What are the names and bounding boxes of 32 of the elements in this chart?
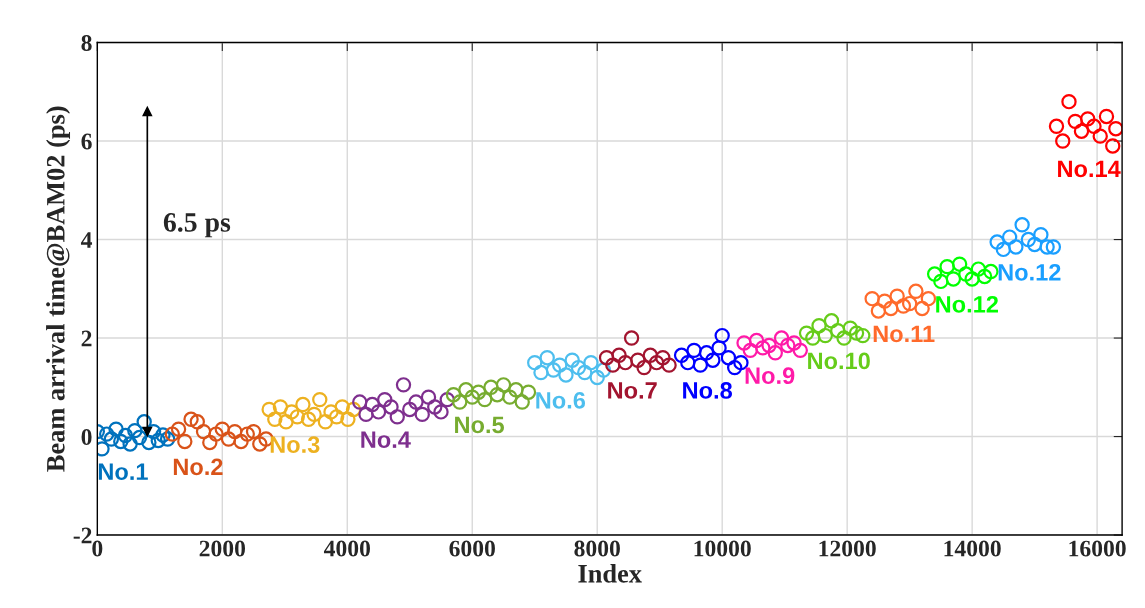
y-axis-title: Beam arrival time@BAM02 (ps) — [46, 106, 71, 472]
x-tick-label: 16000 — [1069, 540, 1126, 557]
x-tick-label: 8000 — [574, 540, 620, 557]
series-label: No.7 — [608, 382, 657, 399]
x-tick-label: 10000 — [694, 540, 751, 557]
series-label: No.2 — [173, 458, 223, 476]
series-label: No.9 — [745, 367, 795, 385]
series-label: No.11 — [873, 325, 935, 343]
series-label: No.8 — [683, 382, 733, 399]
y-tick-label: 4 — [80, 232, 93, 248]
y-tick-label: 6 — [81, 133, 92, 150]
x-tick-label: 4000 — [323, 540, 370, 557]
series-label: No.12 — [936, 295, 998, 313]
series-label: No.5 — [455, 416, 504, 434]
y-tick-label: -2 — [73, 527, 92, 544]
y-tick-label: 2 — [81, 330, 92, 347]
series-label: No.3 — [270, 436, 320, 454]
series-label: No.14 — [1058, 160, 1121, 178]
y-tick-label: 8 — [81, 35, 92, 51]
series-label: No.6 — [536, 391, 586, 409]
y-tick-label: 0 — [81, 429, 92, 445]
annotation: 6.5 ps — [163, 213, 231, 238]
x-tick-label: 14000 — [944, 540, 1001, 557]
x-tick-label: 12000 — [819, 540, 876, 557]
series-label: No.12 — [998, 263, 1061, 281]
x-tick-label: 0 — [92, 540, 103, 557]
x-tick-label: 6000 — [449, 540, 495, 557]
series-label: No.10 — [808, 352, 870, 370]
series-label: No.4 — [361, 431, 411, 449]
x-axis-title: Index — [578, 564, 642, 583]
x-tick-label: 2000 — [199, 540, 246, 557]
series-label: No.1 — [98, 463, 148, 481]
